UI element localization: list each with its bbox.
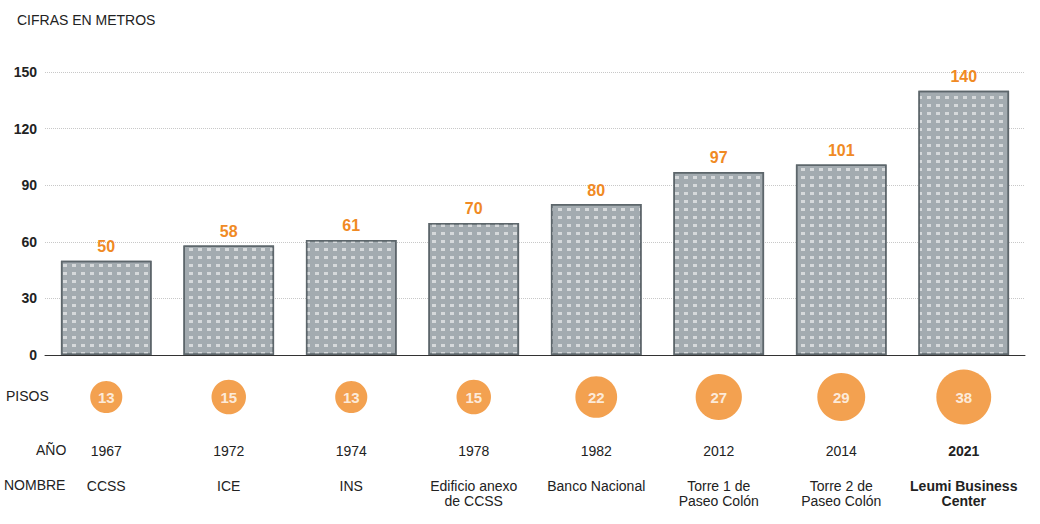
svg-text:Torre 1 de: Torre 1 de [687,478,750,494]
svg-text:61: 61 [342,217,360,234]
svg-text:INS: INS [340,478,363,494]
svg-text:70: 70 [465,200,483,217]
svg-text:13: 13 [98,389,115,406]
svg-text:15: 15 [465,389,482,406]
svg-text:NOMBRE: NOMBRE [4,477,65,493]
svg-text:13: 13 [343,389,360,406]
svg-text:2021: 2021 [948,443,979,459]
svg-text:Banco Nacional: Banco Nacional [547,478,645,494]
svg-text:Torre 2 de: Torre 2 de [810,478,873,494]
svg-text:15: 15 [220,389,237,406]
svg-text:30: 30 [21,290,37,306]
svg-text:Paseo Colón: Paseo Colón [801,493,881,509]
svg-text:de CCSS: de CCSS [445,493,503,509]
svg-text:22: 22 [588,389,605,406]
svg-text:50: 50 [97,238,115,255]
svg-text:2012: 2012 [703,443,734,459]
svg-text:ICE: ICE [217,478,240,494]
svg-text:AÑO: AÑO [36,442,66,458]
svg-text:CCSS: CCSS [87,478,126,494]
svg-text:Leumi Business: Leumi Business [910,478,1018,494]
svg-text:80: 80 [587,182,605,199]
svg-text:29: 29 [833,389,850,406]
svg-text:58: 58 [220,223,238,240]
svg-text:PISOS: PISOS [6,388,49,404]
svg-text:60: 60 [21,234,37,250]
svg-text:1974: 1974 [336,443,367,459]
svg-text:1982: 1982 [581,443,612,459]
svg-text:27: 27 [710,389,727,406]
svg-text:140: 140 [950,68,977,85]
svg-text:Center: Center [942,493,987,509]
svg-text:1978: 1978 [458,443,489,459]
svg-text:Edificio anexo: Edificio anexo [430,478,517,494]
svg-text:0: 0 [29,347,37,363]
svg-text:38: 38 [955,389,972,406]
svg-text:1972: 1972 [213,443,244,459]
svg-text:101: 101 [828,142,855,159]
svg-text:1967: 1967 [91,443,122,459]
svg-text:Paseo Colón: Paseo Colón [679,493,759,509]
svg-text:90: 90 [21,177,37,193]
svg-text:97: 97 [710,149,728,166]
svg-text:2014: 2014 [826,443,857,459]
svg-text:CIFRAS EN METROS: CIFRAS EN METROS [17,12,155,28]
svg-text:150: 150 [14,64,38,80]
svg-text:120: 120 [14,121,38,137]
